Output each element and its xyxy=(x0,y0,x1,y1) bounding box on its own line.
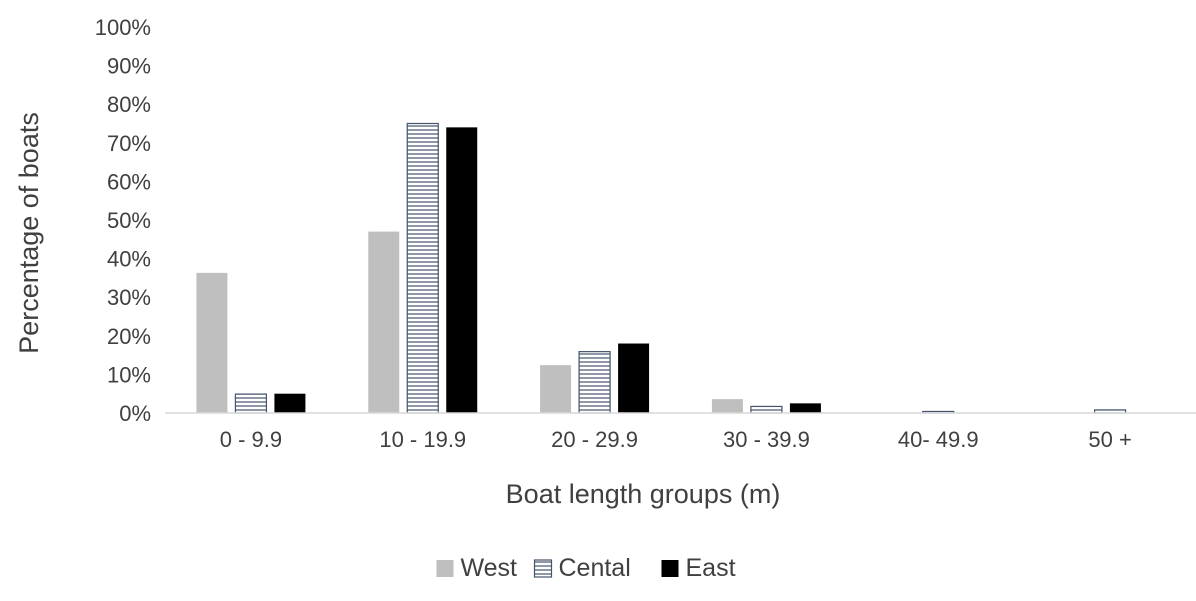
y-tick-label: 50% xyxy=(107,208,151,233)
legend: West Cental East xyxy=(436,554,736,582)
legend-label-cental: Cental xyxy=(559,554,631,582)
x-tick-label: 40- 49.9 xyxy=(898,427,979,452)
bar-west-1 xyxy=(368,231,400,413)
x-axis-title: Boat length groups (m) xyxy=(506,479,781,509)
bar-west-3 xyxy=(711,399,743,413)
bar-cental-3 xyxy=(750,405,783,414)
bar-west-2 xyxy=(540,365,572,413)
bar-west-0 xyxy=(196,272,228,413)
legend-swatch-cental xyxy=(533,559,553,578)
y-tick-label: 40% xyxy=(107,247,151,272)
y-tick-label: 90% xyxy=(107,54,151,79)
bar-cental-1 xyxy=(406,122,439,414)
y-tick-label: 70% xyxy=(107,131,151,156)
y-tick-label: 20% xyxy=(107,324,151,349)
y-axis-title: Percentage of boats xyxy=(14,112,44,354)
x-tick-label: 30 - 39.9 xyxy=(723,427,810,452)
y-tick-label: 10% xyxy=(107,362,151,387)
y-tick-label: 0% xyxy=(119,401,151,426)
y-tick-label: 30% xyxy=(107,285,151,310)
x-tick-label: 20 - 29.9 xyxy=(551,427,638,452)
y-tick-label: 60% xyxy=(107,169,151,194)
y-tick-label: 80% xyxy=(107,92,151,117)
bar-east-0 xyxy=(274,393,306,413)
x-axis-ticks: 0 - 9.9 10 - 19.9 20 - 29.9 30 - 39.9 40- 49… xyxy=(220,427,1132,452)
legend-swatch-east xyxy=(661,560,679,577)
x-tick-label: 0 - 9.9 xyxy=(220,427,282,452)
bar-east-1 xyxy=(446,127,478,414)
y-tick-label: 100% xyxy=(95,15,151,40)
bar-cental-2 xyxy=(578,351,611,414)
x-tick-label: 50 + xyxy=(1088,427,1131,452)
legend-swatch-west xyxy=(436,560,454,577)
bar-east-3 xyxy=(789,403,821,413)
x-tick-label: 10 - 19.9 xyxy=(379,427,466,452)
y-axis-ticks: 0% 10% 20% 30% 40% 50% 60% 70% 80% 90% 100% xyxy=(95,15,151,426)
legend-label-west: West xyxy=(461,554,518,582)
bar-cental-0 xyxy=(234,393,268,414)
legend-label-east: East xyxy=(686,554,736,582)
bar-east-2 xyxy=(618,343,650,413)
bars xyxy=(196,122,1127,414)
